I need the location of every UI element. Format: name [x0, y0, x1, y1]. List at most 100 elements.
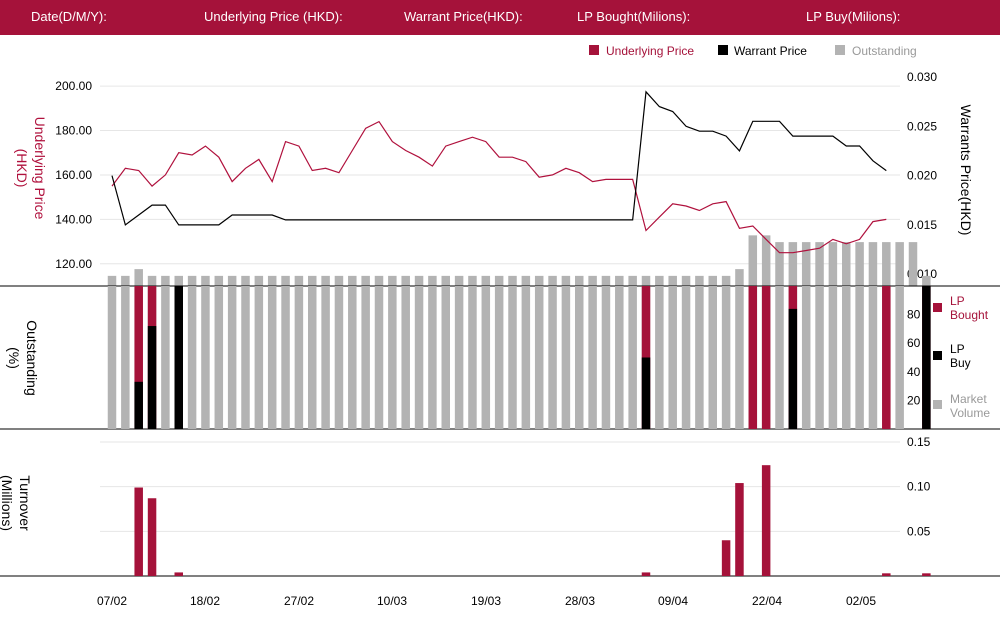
legend-lp-buy-swatch — [933, 351, 942, 360]
outstanding-bar — [815, 242, 824, 286]
market-volume-bar — [281, 286, 290, 429]
top-legend: Underlying Price Warrant Price Outstandi… — [589, 44, 917, 58]
outstanding-bar — [735, 269, 744, 286]
mid-tick-label: 80 — [907, 308, 921, 322]
x-tick-label: 22/04 — [752, 594, 782, 608]
legend-warrant-label: Warrant Price — [734, 44, 807, 58]
market-volume-bar — [828, 286, 838, 429]
turnover-bar — [174, 572, 183, 576]
turnover-bar — [641, 572, 651, 576]
outstanding-bar — [548, 275, 557, 286]
legend-lp-bought-line1: LP — [950, 294, 965, 308]
outstanding-bar — [254, 275, 264, 286]
market-volume-bar — [214, 286, 224, 429]
market-volume-bar — [107, 286, 117, 429]
market-volume-bar — [601, 286, 611, 429]
outstanding-bar — [334, 275, 344, 286]
outstanding-bar — [481, 275, 491, 286]
warrant-price-label: Warrant Price(HKD): — [404, 9, 523, 24]
outstanding-bar — [508, 275, 517, 286]
bottom-axis-title-line1: Turnover — [17, 475, 33, 531]
market-volume-bar — [481, 286, 491, 429]
market-volume-bar — [121, 286, 130, 429]
legend-outstanding-label: Outstanding — [852, 44, 917, 58]
market-volume-bar — [348, 286, 357, 429]
outstanding-bar — [107, 275, 117, 286]
market-volume-bar — [775, 286, 784, 429]
outstanding-bar — [855, 242, 864, 286]
market-volume-bar — [361, 286, 370, 429]
outstanding-bar — [441, 275, 450, 286]
outstanding-bar — [895, 242, 904, 286]
outstanding-bar — [321, 275, 330, 286]
legend-market-volume-swatch — [933, 400, 942, 409]
market-volume-bar — [308, 286, 317, 429]
mid-axis-title-line1: Outstanding — [24, 320, 40, 396]
outstanding-bar — [775, 242, 784, 286]
market-volume-bar — [267, 286, 277, 429]
mid-legend: LP Bought LP Buy Market Volume — [933, 294, 990, 420]
outstanding-bar — [428, 275, 437, 286]
mid-tick-label: 60 — [907, 336, 921, 350]
legend-underlying-swatch — [589, 45, 599, 55]
outstanding-bar — [214, 275, 224, 286]
market-volume-bar — [695, 286, 704, 429]
legend-lp-bought-swatch — [933, 303, 942, 312]
right-tick-label: 0.020 — [907, 169, 937, 183]
turnover-bar — [134, 487, 143, 576]
outstanding-bar — [668, 275, 677, 286]
right-axis-title: Warrants Price(HKD) — [958, 105, 974, 236]
market-volume-bar — [201, 286, 210, 429]
left-tick-label: 140.00 — [55, 212, 92, 226]
market-volume-bar — [441, 286, 450, 429]
market-volume-bar — [708, 286, 717, 429]
outstanding-bar — [882, 242, 891, 286]
outstanding-bar — [695, 275, 704, 286]
x-tick-label: 09/04 — [658, 594, 688, 608]
outstanding-bar — [641, 275, 651, 286]
left-tick-label: 200.00 — [55, 79, 92, 93]
outstanding-bar — [628, 275, 637, 286]
turnover-bar — [721, 540, 731, 576]
legend-market-volume-line2: Volume — [950, 406, 990, 420]
x-tick-label: 07/02 — [97, 594, 127, 608]
outstanding-bar — [575, 275, 584, 286]
market-volume-bar — [374, 286, 384, 429]
outstanding-bar — [655, 275, 664, 286]
outstanding-bar — [761, 235, 771, 286]
market-volume-bar — [468, 286, 477, 429]
outstanding-bar — [828, 242, 838, 286]
outstanding-bar — [374, 275, 384, 286]
turnover-bar — [922, 573, 931, 576]
mid-tick-label: 20 — [907, 393, 921, 407]
market-volume-bar — [414, 286, 424, 429]
market-volume-bar — [868, 286, 878, 429]
market-volume-bar — [801, 286, 811, 429]
outstanding-bar — [468, 275, 477, 286]
outstanding-bar — [161, 275, 170, 286]
market-volume-bar — [508, 286, 517, 429]
outstanding-bar — [454, 275, 464, 286]
outstanding-bar — [121, 275, 130, 286]
market-volume-bar — [655, 286, 664, 429]
outstanding-bar — [801, 242, 811, 286]
outstanding-bar — [348, 275, 357, 286]
market-volume-bar — [855, 286, 864, 429]
outstanding-bar — [267, 275, 277, 286]
x-tick-label: 02/05 — [846, 594, 876, 608]
market-volume-bar — [681, 286, 691, 429]
market-volume-bar — [721, 286, 731, 429]
outstanding-bar — [201, 275, 210, 286]
outstanding-bar — [908, 242, 918, 286]
left-tick-label: 180.00 — [55, 124, 92, 138]
market-volume-bar — [321, 286, 330, 429]
lp-buy-bar — [641, 357, 651, 429]
mid-tick-label: 40 — [907, 365, 921, 379]
outstanding-bar — [842, 242, 851, 286]
outstanding-bar — [721, 275, 731, 286]
market-volume-bar — [454, 286, 464, 429]
legend-lp-buy-line2: Buy — [950, 356, 971, 370]
right-tick-label: 0.015 — [907, 218, 937, 232]
outstanding-bar — [134, 269, 143, 286]
outstanding-bar — [308, 275, 317, 286]
